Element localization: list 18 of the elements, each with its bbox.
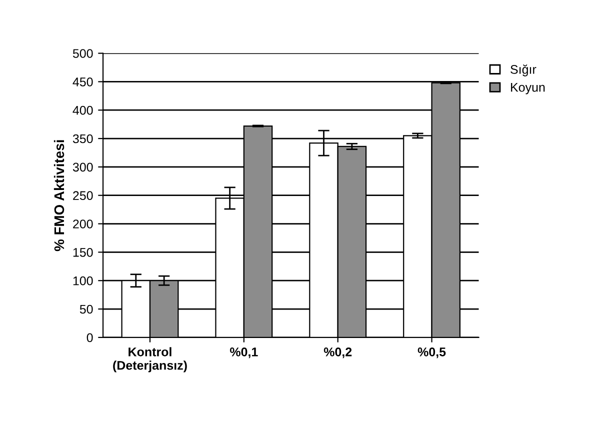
x-tick-label: Kontrol (Deterjansız) (113, 347, 187, 372)
y-tick-label: 450 (72, 77, 93, 86)
y-tick-label: 50 (80, 304, 93, 314)
y-tick-label: 100 (73, 276, 93, 286)
y-axis-title: % FMO Aktivitesi (54, 140, 64, 252)
y-tick-label: 0 (86, 333, 93, 342)
y-tick-label: 250 (73, 191, 93, 200)
y-tick-label: 300 (72, 162, 93, 172)
x-tick-label: %0,1 (230, 347, 258, 358)
y-tick-label: 200 (73, 220, 93, 228)
x-tick-label: %0,5 (418, 347, 446, 358)
y-tick-label: 500 (72, 49, 93, 58)
legend-label: Koyun (511, 83, 545, 94)
y-tick-label: 150 (73, 248, 93, 257)
y-tick-label: 350 (72, 134, 93, 144)
x-tick-label: %0,2 (324, 347, 352, 358)
y-tick-label: 400 (72, 106, 93, 115)
legend-label: Sığır (510, 64, 536, 76)
